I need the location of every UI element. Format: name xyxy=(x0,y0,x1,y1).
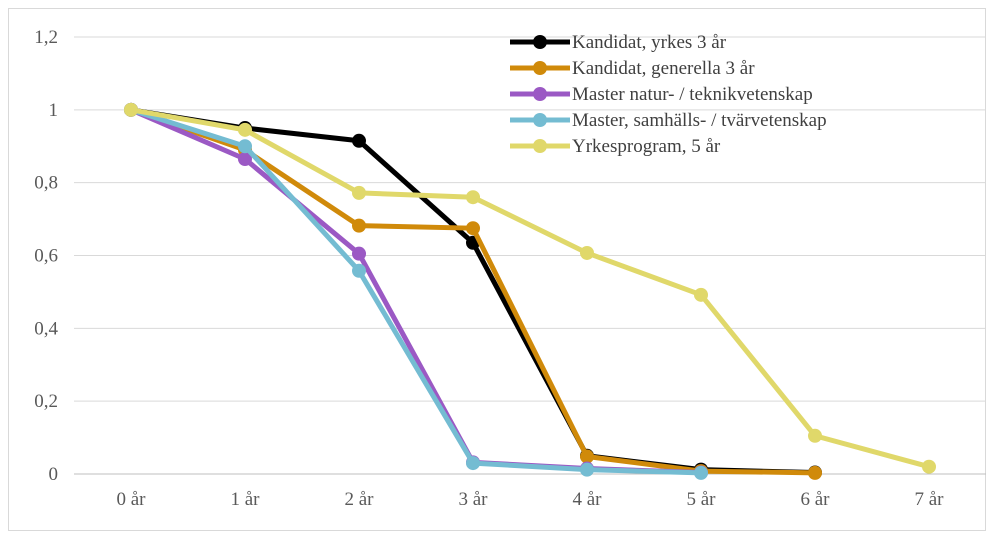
x-tick-label: 6 år xyxy=(800,489,830,510)
series-line xyxy=(130,107,816,476)
legend-marker xyxy=(533,35,547,49)
x-tick-label: 4 år xyxy=(572,489,602,510)
data-point xyxy=(352,263,366,278)
y-tick-label: 0,8 xyxy=(34,173,58,194)
data-point xyxy=(352,185,366,200)
data-point xyxy=(580,449,594,464)
legend: Kandidat, yrkes 3 år Kandidat, generella … xyxy=(510,32,827,157)
legend-label: Master natur- / teknikvetenskap xyxy=(572,84,813,105)
series-1 xyxy=(124,102,822,480)
y-tick-label: 0,6 xyxy=(34,246,58,267)
legend-item: Kandidat, generella 3 år xyxy=(510,58,755,79)
legend-label: Kandidat, generella 3 år xyxy=(572,58,755,79)
series-line xyxy=(130,107,930,470)
x-tick-label: 5 år xyxy=(686,489,716,510)
legend-item: Master, samhälls- / tvärvetenskap xyxy=(510,110,827,131)
data-point xyxy=(238,139,252,154)
legend-label: Kandidat, yrkes 3 år xyxy=(572,32,727,53)
series-line xyxy=(130,107,816,476)
legend-item: Kandidat, yrkes 3 år xyxy=(510,32,727,53)
x-tick-label: 0 år xyxy=(116,489,146,510)
gridlines xyxy=(74,36,986,475)
data-point xyxy=(808,428,822,443)
data-point xyxy=(922,459,936,474)
series-4 xyxy=(124,102,936,474)
data-point xyxy=(124,102,138,117)
y-tick-label: 1,2 xyxy=(34,27,58,48)
x-tick-label: 2 år xyxy=(344,489,374,510)
data-point xyxy=(466,456,480,471)
data-point xyxy=(466,190,480,205)
legend-marker xyxy=(533,139,547,153)
data-point xyxy=(466,221,480,236)
data-point xyxy=(238,122,252,137)
chart-frame xyxy=(8,8,986,531)
series-line xyxy=(130,107,702,476)
data-point xyxy=(580,245,594,260)
data-point xyxy=(580,462,594,477)
y-tick-label: 0 xyxy=(49,464,59,485)
data-point xyxy=(352,133,366,148)
legend-item: Yrkesprogram, 5 år xyxy=(510,136,721,157)
legend-label: Yrkesprogram, 5 år xyxy=(572,136,721,157)
series-lines xyxy=(124,102,936,480)
y-tick-label: 0,2 xyxy=(34,391,58,412)
data-point xyxy=(808,465,822,480)
legend-item: Master natur- / teknikvetenskap xyxy=(510,84,813,105)
data-point xyxy=(352,218,366,233)
legend-marker xyxy=(533,113,547,127)
data-point xyxy=(694,465,708,480)
x-tick-label: 7 år xyxy=(914,489,944,510)
y-tick-label: 1 xyxy=(49,100,59,121)
series-0 xyxy=(124,102,822,480)
series-line xyxy=(130,107,702,476)
y-tick-label: 0,4 xyxy=(34,318,58,339)
y-axis-ticks: 0 0,2 0,4 0,6 0,8 1 1,2 xyxy=(34,27,58,485)
x-axis-ticks: 0 år 1 år 2 år 3 år 4 år 5 år 6 år 7 år xyxy=(116,489,944,510)
legend-marker xyxy=(533,61,547,75)
x-tick-label: 3 år xyxy=(458,489,488,510)
data-point xyxy=(238,151,252,166)
legend-marker xyxy=(533,87,547,101)
series-2 xyxy=(124,102,708,480)
data-point xyxy=(694,287,708,302)
x-tick-label: 1 år xyxy=(230,489,260,510)
legend-label: Master, samhälls- / tvärvetenskap xyxy=(572,110,827,131)
series-3 xyxy=(124,102,708,480)
data-point xyxy=(352,246,366,261)
